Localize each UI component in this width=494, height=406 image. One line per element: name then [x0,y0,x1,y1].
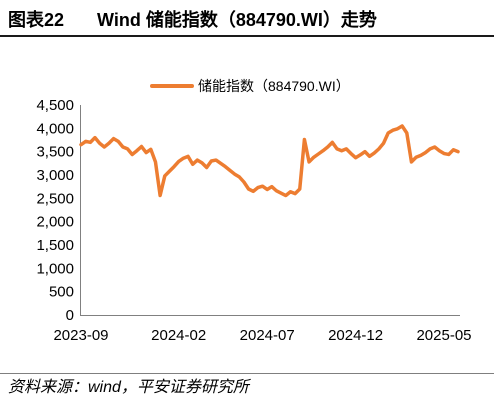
x-tick-label: 2025-05 [416,327,471,344]
x-tick-label: 2024-07 [240,327,295,344]
x-axis-labels: 2023-09 2024-02 2024-07 2024-12 2025-05 [53,327,471,344]
y-tick-label: 3,000 [36,167,74,184]
y-axis-labels: 0 500 1,000 1,500 2,000 2,500 3,000 3,500 4,000 4… [36,97,74,324]
series-line [79,124,460,198]
y-tick-label: 4,000 [36,120,74,137]
y-tick-label: 3,500 [36,144,74,161]
figure-header: 图表22 Wind 储能指数（884790.WI）走势 [0,0,494,35]
y-tick-label: 2,000 [36,214,74,231]
y-tick-label: 4,500 [36,97,74,114]
y-tick-label: 2,500 [36,190,74,207]
x-tick-label: 2024-02 [151,327,206,344]
title-underline [0,35,494,37]
legend: 储能指数（884790.WI） [150,78,350,94]
chart-title: Wind 储能指数（884790.WI）走势 [97,10,377,30]
x-tick-label: 2024-12 [328,327,383,344]
legend-label: 储能指数（884790.WI） [198,78,350,94]
source-note: 资料来源：wind，平安证券研究所 [8,379,249,396]
y-tick-label: 0 [66,307,74,324]
source-divider [0,373,494,374]
y-tick-label: 1,000 [36,260,74,277]
x-tick-label: 2023-09 [53,327,108,344]
y-tick-label: 1,500 [36,237,74,254]
y-tick-label: 500 [49,284,74,301]
figure-number: 图表22 [8,10,65,30]
